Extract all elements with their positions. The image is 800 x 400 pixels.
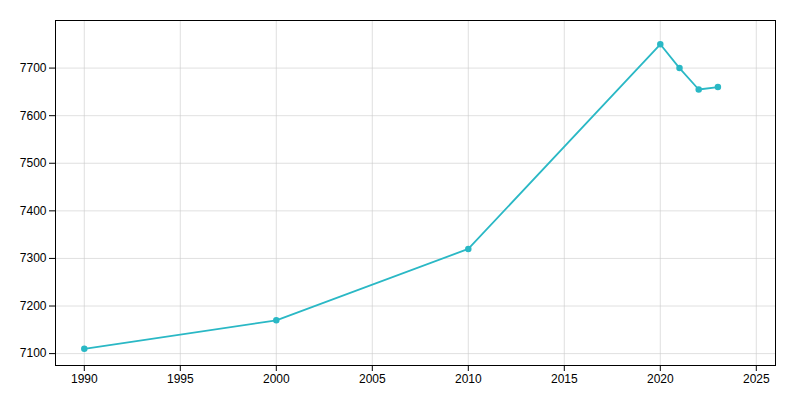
svg-text:2000: 2000 bbox=[263, 372, 290, 386]
svg-text:7700: 7700 bbox=[20, 61, 47, 75]
svg-text:2015: 2015 bbox=[551, 372, 578, 386]
svg-text:1995: 1995 bbox=[167, 372, 194, 386]
svg-text:7500: 7500 bbox=[20, 156, 47, 170]
svg-text:7400: 7400 bbox=[20, 204, 47, 218]
svg-text:2025: 2025 bbox=[743, 372, 770, 386]
svg-text:2005: 2005 bbox=[359, 372, 386, 386]
svg-text:7200: 7200 bbox=[20, 299, 47, 313]
svg-text:2010: 2010 bbox=[455, 372, 482, 386]
svg-text:7300: 7300 bbox=[20, 251, 47, 265]
svg-text:1990: 1990 bbox=[71, 372, 98, 386]
svg-text:7600: 7600 bbox=[20, 109, 47, 123]
svg-text:7100: 7100 bbox=[20, 346, 47, 360]
svg-text:2020: 2020 bbox=[647, 372, 674, 386]
